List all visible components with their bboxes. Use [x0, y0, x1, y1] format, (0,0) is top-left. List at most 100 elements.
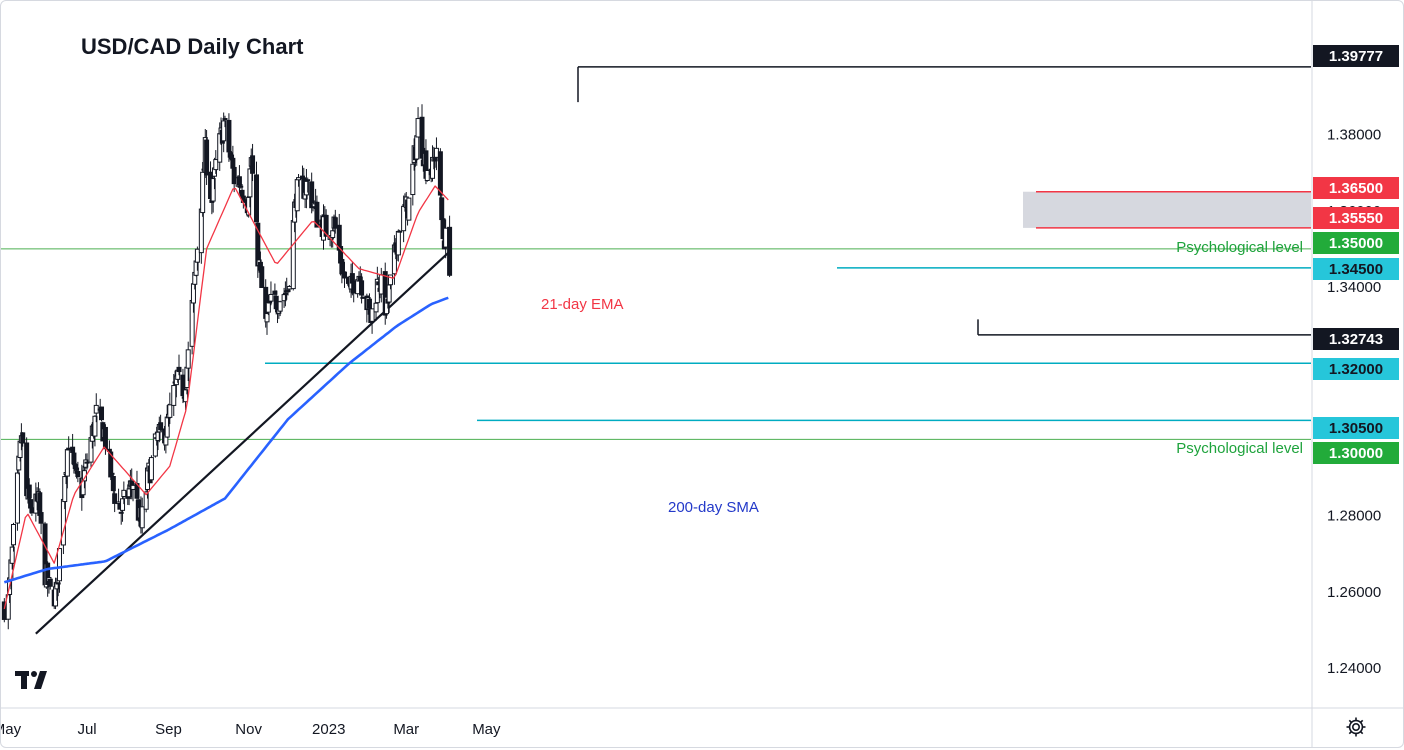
candle-body	[264, 313, 270, 323]
price-tag-1-36500: 1.36500	[1313, 177, 1399, 199]
candle	[185, 341, 191, 382]
candle-body	[92, 415, 98, 437]
price-tag-box	[1313, 177, 1399, 199]
candle-body	[259, 266, 265, 289]
price-tag-1-35000: 1.35000	[1313, 232, 1399, 254]
candle	[342, 261, 348, 288]
sma200-line	[3, 296, 449, 584]
candle	[200, 162, 206, 217]
candle	[198, 208, 204, 264]
candle-body	[342, 271, 348, 279]
candle	[309, 172, 315, 214]
candle-body	[102, 426, 108, 450]
x-tick-label: 2023	[312, 721, 345, 738]
price-tag-box	[1313, 442, 1399, 464]
chart-title: USD/CAD Daily Chart	[81, 34, 304, 59]
candle	[55, 582, 61, 597]
candle-body	[45, 562, 51, 585]
candle-body	[126, 488, 132, 498]
candle-body	[355, 279, 361, 295]
candle-body	[139, 506, 145, 529]
price-tag-box	[1313, 45, 1399, 67]
candle-body	[108, 451, 114, 478]
candle	[250, 143, 256, 182]
candle-body	[9, 546, 15, 564]
price-tag-1-32000: 1.32000	[1313, 358, 1399, 380]
x-tick-label: Nov	[235, 721, 262, 738]
candle-body	[55, 582, 61, 585]
x-tick-label: Jul	[77, 721, 96, 738]
candle	[285, 289, 291, 296]
candle-body	[384, 296, 390, 315]
candle	[38, 511, 44, 535]
candle	[26, 478, 32, 501]
x-tick-label: May	[472, 721, 501, 738]
candle	[210, 171, 216, 213]
candle-body	[443, 227, 449, 248]
candle-body	[200, 171, 206, 214]
candle	[314, 195, 320, 228]
candle	[152, 431, 158, 458]
price-tag-box	[1313, 328, 1399, 350]
candle-body	[99, 406, 105, 421]
ascending-trendline	[35, 249, 452, 635]
price-tag-text: 1.32000	[1329, 361, 1383, 378]
candle	[303, 168, 309, 209]
candle-body	[109, 472, 115, 475]
candle-body	[222, 118, 228, 121]
candle	[369, 308, 375, 334]
candle-body	[395, 230, 401, 256]
candle	[14, 464, 20, 531]
candle-body	[339, 258, 345, 275]
x-tick-labels: May Jul Sep Nov 2023 Mar May	[1, 721, 501, 738]
candle-body	[314, 201, 320, 228]
candle-body	[267, 301, 273, 304]
resistance-zone	[1023, 191, 1311, 228]
candle-body	[213, 159, 219, 171]
candle	[268, 281, 274, 306]
candle-body	[414, 135, 420, 160]
candle	[430, 145, 436, 182]
candle-body	[433, 147, 439, 158]
shaded-zone-layer	[1023, 191, 1311, 228]
candle-body	[183, 389, 189, 403]
candle-body	[406, 197, 412, 221]
candle-body	[254, 174, 260, 223]
candle-body	[152, 433, 158, 457]
candle	[231, 159, 237, 193]
gear-icon[interactable]	[1345, 716, 1367, 738]
candle-body	[351, 280, 357, 294]
candle-body	[268, 293, 274, 302]
candle	[213, 150, 219, 174]
candle-body	[14, 472, 20, 524]
ema-label: 21-day EMA	[541, 296, 624, 313]
candle-body	[11, 524, 17, 546]
candle-body	[221, 120, 227, 142]
candle-body	[419, 116, 425, 159]
psych-level-label-upper: Psychological level	[1176, 239, 1303, 256]
price-tag-text: 1.30500	[1329, 420, 1383, 437]
candle-body	[118, 511, 124, 514]
candle	[84, 453, 90, 470]
candle	[238, 180, 244, 189]
x-tick-label: Mar	[393, 721, 419, 738]
candle	[148, 455, 154, 483]
price-tag-1-32743: 1.32743	[1313, 328, 1399, 350]
candle	[397, 229, 403, 233]
candle-body	[194, 248, 200, 263]
price-tag-1-34500: 1.34500	[1313, 258, 1399, 280]
candle	[99, 406, 105, 422]
candle-body	[56, 548, 62, 582]
candle	[167, 392, 173, 425]
candle-body	[432, 157, 438, 162]
candle	[92, 415, 98, 447]
candle	[183, 388, 189, 411]
candle-body	[272, 290, 278, 295]
candle-body	[247, 168, 253, 198]
tradingview-logo-icon[interactable]	[15, 667, 55, 693]
y-tick-label: 1.38000	[1327, 127, 1381, 144]
candle-body	[148, 457, 154, 481]
